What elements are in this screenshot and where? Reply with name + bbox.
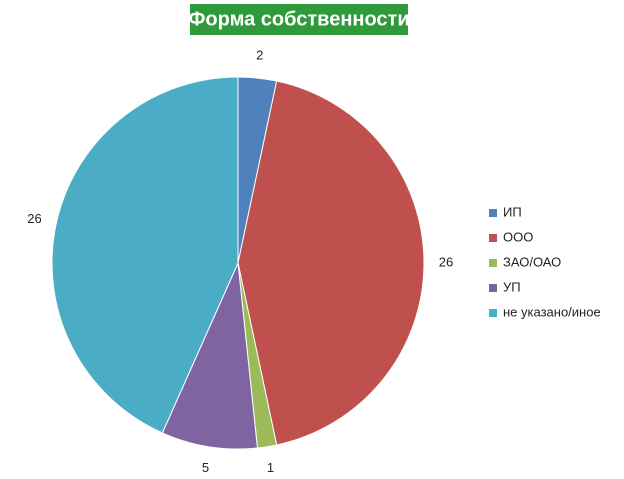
legend-swatch bbox=[489, 234, 497, 242]
pie-slice bbox=[51, 76, 239, 434]
legend-label: ИП bbox=[503, 204, 522, 219]
data-label: 26 bbox=[27, 211, 41, 226]
title-background bbox=[190, 4, 408, 35]
pie-slice bbox=[237, 80, 425, 446]
legend-swatch bbox=[489, 284, 497, 292]
legend-label: не указано/иное bbox=[503, 304, 601, 319]
legend-swatch bbox=[489, 309, 497, 317]
chart-title: Форма собственности bbox=[188, 8, 409, 30]
legend-label: УП bbox=[503, 279, 521, 294]
data-label: 1 bbox=[267, 460, 274, 475]
data-label: 26 bbox=[439, 254, 453, 269]
legend-swatch bbox=[489, 209, 497, 217]
legend-swatch bbox=[489, 259, 497, 267]
legend-label: ЗАО/ОАО bbox=[503, 254, 561, 269]
data-label: 2 bbox=[256, 48, 263, 63]
pie-slice bbox=[161, 261, 258, 450]
data-label: 5 bbox=[202, 460, 209, 475]
legend-label: ООО bbox=[503, 229, 533, 244]
